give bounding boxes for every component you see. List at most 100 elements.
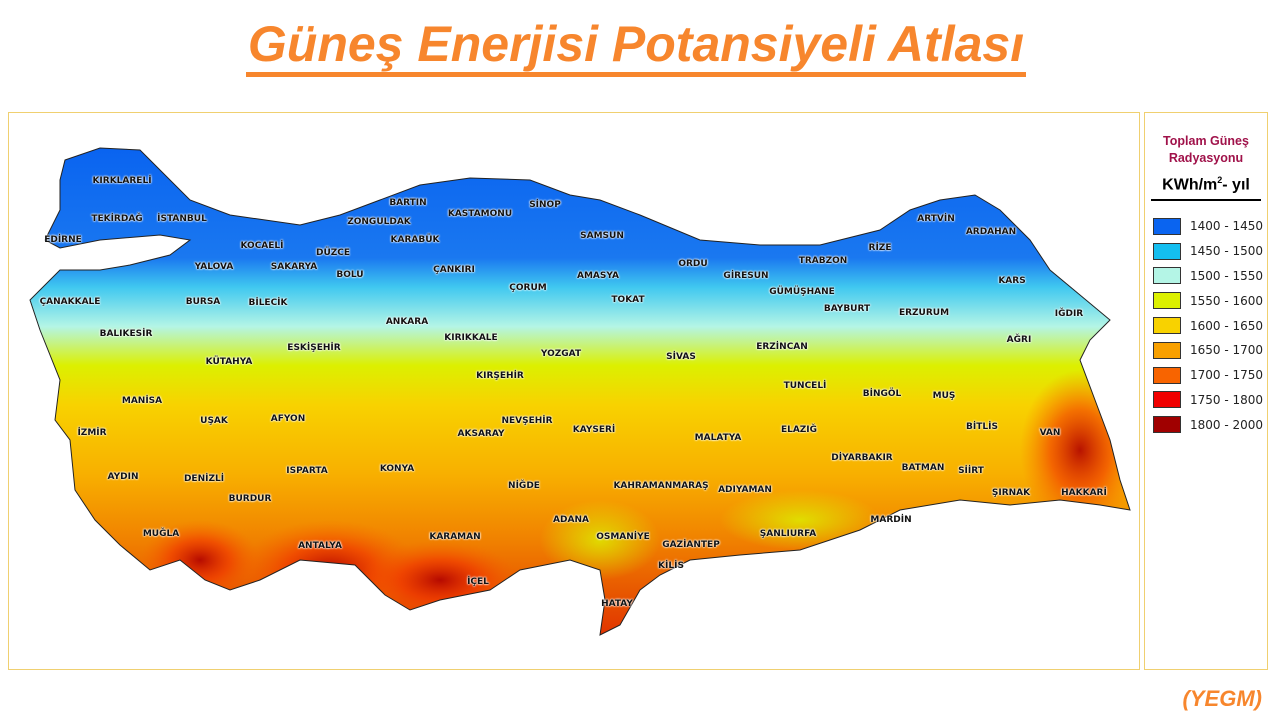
city-label: MUĞLA xyxy=(142,529,180,539)
legend-items: 1400 - 1450 1450 - 1500 1500 - 1550 1550 - … xyxy=(1153,214,1263,437)
city-label: AKSARAY xyxy=(457,429,505,439)
legend-item: 1750 - 1800 xyxy=(1153,388,1263,413)
city-label: KAYSERİ xyxy=(572,425,616,435)
city-label: RİZE xyxy=(868,243,892,253)
city-label: BATMAN xyxy=(901,463,945,473)
city-label: ORDU xyxy=(678,259,708,269)
city-label: ERZİNCAN xyxy=(756,342,808,352)
city-label: ÇANAKKALE xyxy=(39,297,101,307)
city-label: AĞRI xyxy=(1006,335,1032,345)
city-label: BİNGÖL xyxy=(862,389,902,399)
map-frame xyxy=(8,112,1140,670)
city-label: NİĞDE xyxy=(508,481,540,491)
city-label: KARS xyxy=(998,276,1026,286)
city-label: GÜMÜŞHANE xyxy=(769,287,835,297)
unit-tail: - yıl xyxy=(1222,176,1250,194)
city-label: UŞAK xyxy=(200,416,228,426)
city-label: SAMSUN xyxy=(580,231,624,241)
legend-swatch xyxy=(1153,317,1181,335)
legend-item: 1600 - 1650 xyxy=(1153,313,1263,338)
legend-label: 1450 - 1500 xyxy=(1190,244,1264,259)
legend-item: 1500 - 1550 xyxy=(1153,264,1263,289)
legend-label: 1700 - 1750 xyxy=(1190,368,1264,383)
city-label: AFYON xyxy=(270,414,306,424)
city-label: TUNCELİ xyxy=(783,381,827,391)
legend-label: 1650 - 1700 xyxy=(1190,343,1264,358)
legend-swatch xyxy=(1153,341,1181,359)
legend-item: 1450 - 1500 xyxy=(1153,239,1263,264)
city-label: ARTVİN xyxy=(917,214,955,224)
city-label: ADANA xyxy=(553,515,589,525)
city-label: ERZURUM xyxy=(898,308,950,318)
city-label: İÇEL xyxy=(467,577,489,587)
city-label: HATAY xyxy=(601,599,633,609)
city-label: EDİRNE xyxy=(44,235,82,245)
city-label: ARDAHAN xyxy=(965,227,1017,237)
city-label: KIRŞEHİR xyxy=(476,371,524,381)
city-label: YALOVA xyxy=(194,262,234,272)
city-label: KARAMAN xyxy=(429,532,481,542)
city-label: KONYA xyxy=(379,464,415,474)
city-label: TRABZON xyxy=(798,256,848,266)
source-label: (YEGM) xyxy=(1182,686,1262,711)
city-label: GİRESUN xyxy=(723,271,769,281)
legend-swatch xyxy=(1153,217,1181,235)
city-label: MALATYA xyxy=(694,433,742,443)
city-label: BURSA xyxy=(185,297,221,307)
city-label: GAZİANTEP xyxy=(662,540,720,550)
legend-unit: KWh/m2- yıl xyxy=(1151,175,1261,202)
legend-item: 1800 - 2000 xyxy=(1153,412,1263,437)
city-label: TEKİRDAĞ xyxy=(91,214,143,224)
city-label: YOZGAT xyxy=(540,349,582,359)
legend-item: 1550 - 1600 xyxy=(1153,288,1263,313)
city-label: BİLECİK xyxy=(248,298,288,308)
city-label: ÇORUM xyxy=(509,283,547,293)
city-label: MARDİN xyxy=(870,515,912,525)
city-label: VAN xyxy=(1039,428,1061,438)
legend-label: 1400 - 1450 xyxy=(1190,219,1264,234)
city-label: MUŞ xyxy=(932,391,956,401)
legend-title-line2: Radyasyonu xyxy=(1168,151,1244,165)
city-label: SAKARYA xyxy=(270,262,318,272)
city-label: KIRKLARELİ xyxy=(92,176,152,186)
city-label: BURDUR xyxy=(228,494,272,504)
legend-swatch xyxy=(1153,391,1181,409)
legend-label: 1800 - 2000 xyxy=(1190,417,1264,432)
city-label: KOCAELİ xyxy=(240,241,284,251)
city-label: KİLİS xyxy=(658,561,684,571)
legend-swatch xyxy=(1153,267,1181,285)
legend-swatch xyxy=(1153,366,1181,384)
city-label: AYDIN xyxy=(107,472,139,482)
city-label: SİNOP xyxy=(529,200,561,210)
city-label: SİVAS xyxy=(666,352,696,362)
city-label: ELAZIĞ xyxy=(780,425,818,435)
title-text: Güneş Enerjisi Potansiyeli Atlası xyxy=(245,16,1027,77)
legend-swatch xyxy=(1153,416,1181,434)
legend-title-line1: Toplam Güneş xyxy=(1163,134,1249,148)
legend: Toplam Güneş Radyasyonu KWh/m2- yıl 1400… xyxy=(1144,112,1268,670)
legend-swatch xyxy=(1153,292,1181,310)
city-label: ŞIRNAK xyxy=(991,488,1031,498)
city-label: İZMİR xyxy=(77,428,107,438)
city-label: ANKARA xyxy=(385,317,429,327)
unit-sup: 2 xyxy=(1217,175,1223,185)
city-label: İSTANBUL xyxy=(157,214,207,224)
legend-item: 1700 - 1750 xyxy=(1153,363,1263,388)
city-label: KÜTAHYA xyxy=(205,357,253,367)
page-title: Güneş Enerjisi Potansiyeli Atlası xyxy=(0,14,1272,77)
city-label: NEVŞEHİR xyxy=(501,416,553,426)
city-label: KIRIKKALE xyxy=(444,333,498,343)
city-label: ÇANKIRI xyxy=(433,265,475,275)
city-label: KARABÜK xyxy=(390,235,440,245)
unit-main: KWh/m xyxy=(1162,176,1218,194)
city-label: AMASYA xyxy=(577,271,619,281)
legend-item: 1650 - 1700 xyxy=(1153,338,1263,363)
legend-label: 1750 - 1800 xyxy=(1190,392,1264,407)
city-label: BAYBURT xyxy=(823,304,871,314)
legend-item: 1400 - 1450 xyxy=(1153,214,1263,239)
city-label: IĞDIR xyxy=(1054,309,1084,319)
legend-title: Toplam Güneş Radyasyonu xyxy=(1145,133,1267,167)
city-label: ESKİŞEHİR xyxy=(287,343,341,353)
city-label: HAKKARİ xyxy=(1061,488,1107,498)
